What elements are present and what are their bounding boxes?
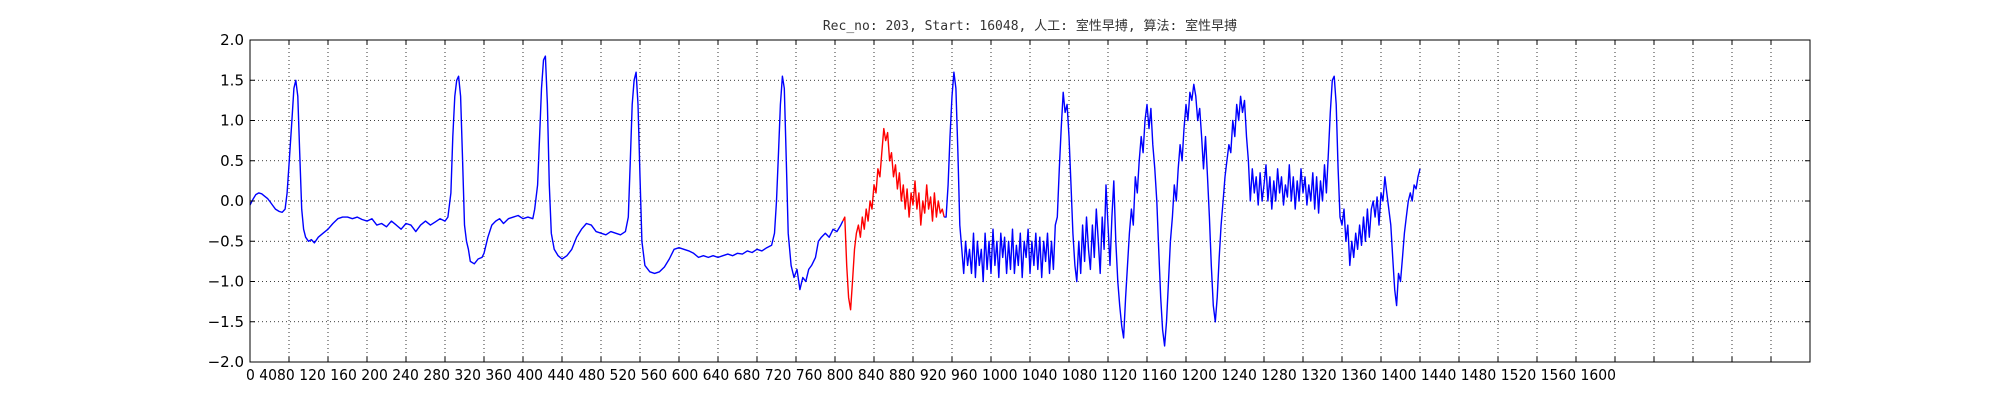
y-axis-ticks: 2.0 1.5 1.0 0.5 0.0 −0.5 −1.0 −1.5 −2.0 <box>208 31 1811 371</box>
y-tick-label: 0.5 <box>220 152 244 170</box>
y-tick-label: −0.5 <box>208 232 244 250</box>
ecg-series-post <box>944 71 1421 347</box>
y-tick-label: 0.0 <box>220 192 244 210</box>
series-lines <box>249 55 1421 347</box>
y-tick-label: −1.5 <box>208 313 244 331</box>
y-tick-label: 2.0 <box>220 31 244 49</box>
y-tick-label: −2.0 <box>208 353 244 371</box>
y-tick-label: −1.0 <box>208 273 244 291</box>
y-tick-label: 1.0 <box>220 112 244 130</box>
y-tick-label: 1.5 <box>220 71 244 89</box>
chart-title: Rec_no: 203, Start: 16048, 人工: 室性早搏, 算法:… <box>823 18 1237 34</box>
x-axis-tick-labels: 0 4080 120 160 200 240 280 320 360 400 4… <box>246 366 1616 384</box>
grid-lines <box>249 39 1811 363</box>
ecg-series-highlight <box>842 127 945 311</box>
ecg-series-pre <box>249 55 844 291</box>
